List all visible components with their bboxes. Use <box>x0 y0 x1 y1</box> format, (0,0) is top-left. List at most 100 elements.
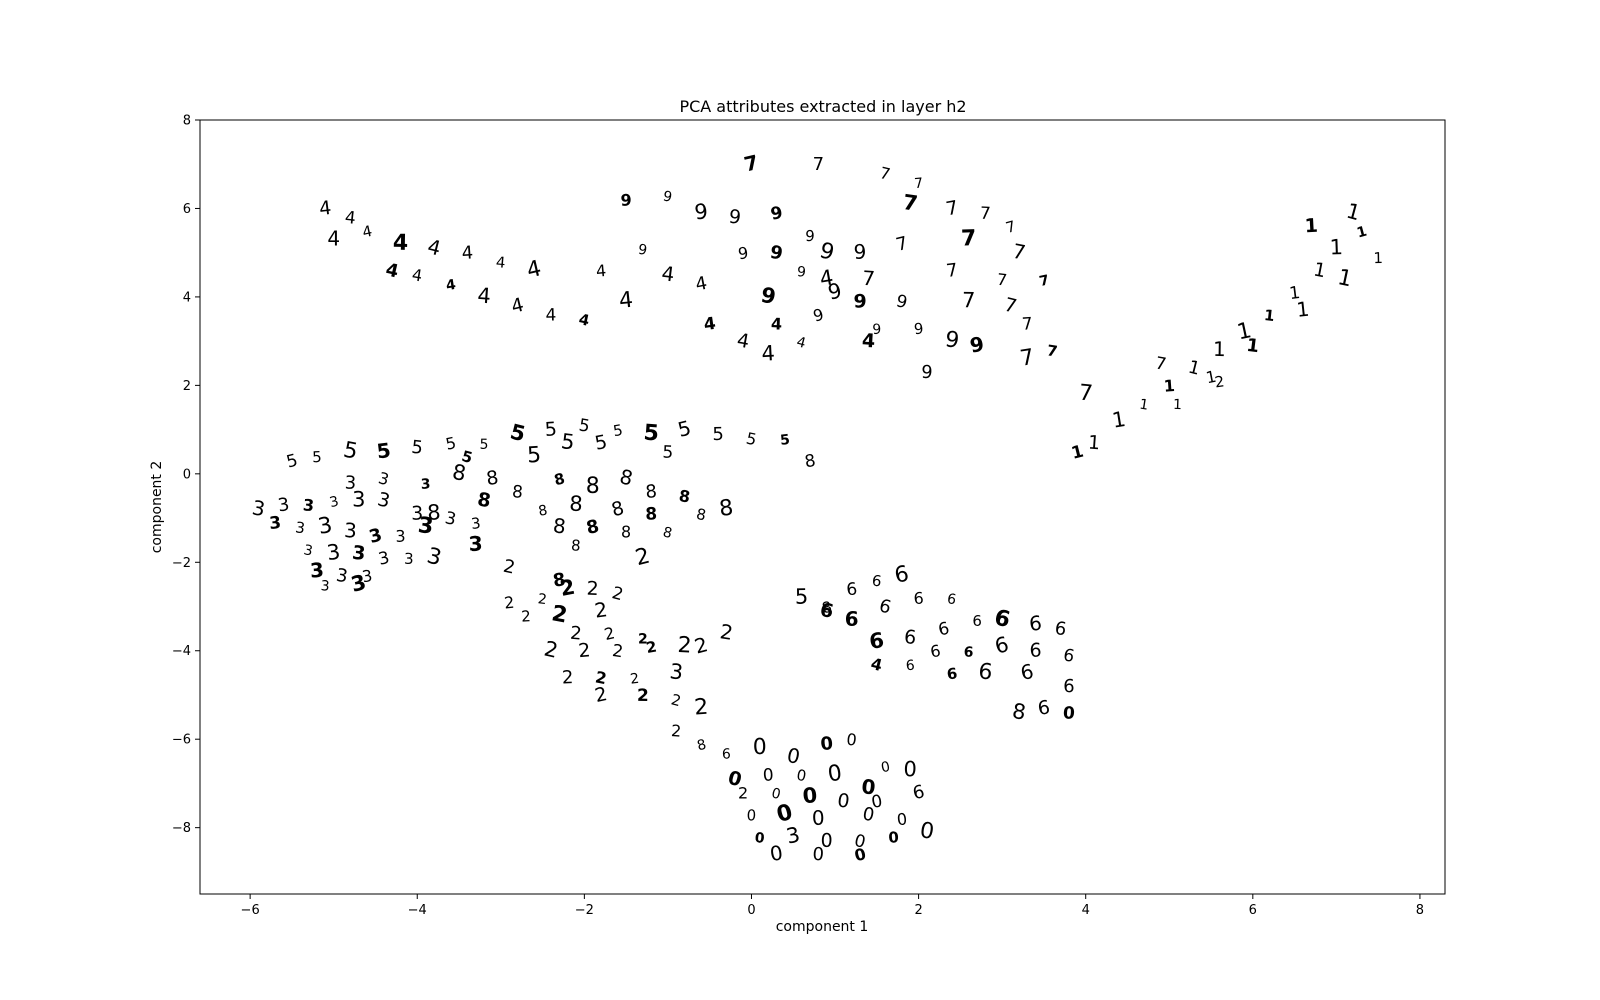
digit-point-2: 2 <box>610 583 626 605</box>
digit-point-2: 2 <box>593 597 609 623</box>
digit-point-4: 4 <box>461 242 474 264</box>
digit-point-7: 7 <box>996 270 1008 290</box>
digit-point-0: 0 <box>819 733 834 755</box>
digit-point-7: 7 <box>878 163 892 184</box>
digit-point-5: 5 <box>675 415 693 441</box>
digit-point-1: 1 <box>1344 199 1363 226</box>
digit-point-9: 9 <box>913 320 924 339</box>
digit-point-0: 0 <box>726 767 744 792</box>
digit-point-8: 8 <box>537 503 549 520</box>
digit-point-1: 1 <box>1173 397 1182 413</box>
digit-point-0: 0 <box>795 766 808 785</box>
digit-point-3: 3 <box>443 508 458 530</box>
digit-point-8: 8 <box>511 482 524 503</box>
digit-point-6: 6 <box>946 591 958 608</box>
digit-point-1: 1 <box>1312 258 1328 282</box>
digit-point-8: 8 <box>569 491 584 516</box>
axes-frame <box>199 119 1446 895</box>
digit-point-5: 5 <box>643 420 660 446</box>
digit-point-5: 5 <box>560 429 576 454</box>
digit-point-0: 0 <box>918 818 936 845</box>
digit-point-5: 5 <box>527 443 542 469</box>
digit-point-8: 8 <box>586 474 600 499</box>
digit-point-2: 2 <box>693 695 709 721</box>
digit-point-5: 5 <box>544 418 558 441</box>
x-tick-label: −6 <box>241 903 260 918</box>
y-tick-label: 0 <box>183 467 191 482</box>
digit-point-5: 5 <box>375 438 392 464</box>
digit-point-1: 1 <box>1110 407 1127 433</box>
digit-point-2: 2 <box>562 667 574 688</box>
digit-point-6: 6 <box>871 571 883 590</box>
digit-point-2: 2 <box>645 638 658 658</box>
digit-point-7: 7 <box>962 288 976 312</box>
digit-point-7: 7 <box>742 150 761 177</box>
digit-point-8: 8 <box>426 500 441 525</box>
digit-point-2: 2 <box>677 633 692 659</box>
digit-point-8: 8 <box>617 464 635 490</box>
digit-point-9: 9 <box>805 227 815 245</box>
digit-point-8: 8 <box>718 495 735 522</box>
digit-point-3: 3 <box>784 822 802 848</box>
digit-point-8: 8 <box>661 524 674 542</box>
digit-point-3: 3 <box>420 476 431 492</box>
digit-point-3: 3 <box>316 513 334 540</box>
digit-point-9: 9 <box>737 243 750 263</box>
digit-point-9: 9 <box>853 239 867 264</box>
digit-point-2: 2 <box>692 632 711 658</box>
digit-point-9: 9 <box>620 191 631 210</box>
digit-point-8: 8 <box>820 598 834 618</box>
digit-point-0: 0 <box>762 765 774 786</box>
digit-point-3: 3 <box>343 518 357 543</box>
digit-point-3: 3 <box>320 578 330 595</box>
digit-point-7: 7 <box>901 190 919 216</box>
digit-point-3: 3 <box>375 488 392 512</box>
y-tick-label: −6 <box>172 733 191 748</box>
digit-point-4: 4 <box>425 234 443 260</box>
digit-point-3: 3 <box>467 531 484 557</box>
digit-point-2: 2 <box>637 686 649 706</box>
digit-point-9: 9 <box>811 305 826 326</box>
digit-point-9: 9 <box>693 199 709 224</box>
digit-point-0: 0 <box>880 759 892 776</box>
digit-point-3: 3 <box>269 513 283 534</box>
digit-point-5: 5 <box>612 421 624 440</box>
digit-point-0: 0 <box>852 831 867 853</box>
digit-point-0: 0 <box>785 743 802 769</box>
digit-point-4: 4 <box>344 208 357 229</box>
digit-point-2: 2 <box>718 619 734 645</box>
digit-point-0: 0 <box>888 828 900 847</box>
digit-point-9: 9 <box>817 238 837 266</box>
digit-point-3: 3 <box>294 518 306 537</box>
digit-point-4: 4 <box>869 654 884 675</box>
y-axis: −8 −6 −4 −2 0 2 4 6 8 <box>172 114 200 836</box>
digit-point-2: 2 <box>594 667 609 688</box>
digit-point-9: 9 <box>661 188 673 206</box>
y-tick-label: 8 <box>183 114 191 129</box>
digit-point-6: 6 <box>818 599 836 623</box>
digit-point-6: 6 <box>992 632 1011 659</box>
digit-point-9: 9 <box>968 332 986 358</box>
digit-point-4: 4 <box>495 253 506 272</box>
digit-point-4: 4 <box>318 197 333 220</box>
digit-point-9: 9 <box>894 291 909 313</box>
digit-point-8: 8 <box>645 504 658 524</box>
digit-point-5: 5 <box>593 431 609 455</box>
digit-point-1: 1 <box>1163 376 1175 396</box>
y-tick-label: 2 <box>183 379 191 394</box>
digit-point-5: 5 <box>460 447 475 467</box>
x-tick-label: 8 <box>1416 903 1424 918</box>
digit-point-5: 5 <box>284 451 300 473</box>
digit-point-9: 9 <box>853 290 866 312</box>
digit-point-3: 3 <box>469 531 483 555</box>
digit-point-7: 7 <box>1002 294 1019 318</box>
digit-point-2: 2 <box>593 683 609 707</box>
x-tick-label: −4 <box>408 903 427 918</box>
digit-point-7: 7 <box>1078 381 1094 407</box>
digit-point-6: 6 <box>936 619 951 641</box>
y-tick-label: 4 <box>183 290 191 305</box>
digit-point-4: 4 <box>703 314 718 335</box>
y-tick-label: −4 <box>172 644 191 659</box>
digit-point-1: 1 <box>1235 318 1254 345</box>
digit-point-7: 7 <box>1154 353 1168 375</box>
